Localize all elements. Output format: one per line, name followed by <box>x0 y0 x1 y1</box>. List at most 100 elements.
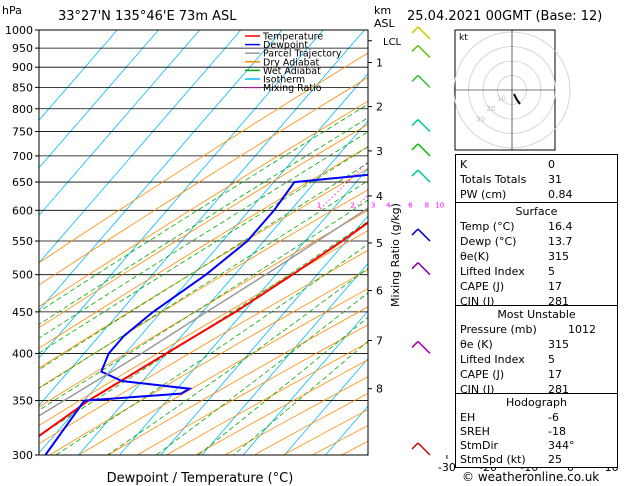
mixing-ratio-label: 2 <box>350 201 354 209</box>
wind-barb-flag <box>411 262 419 270</box>
mixing-ratio-label: 8 <box>425 201 429 209</box>
location-label: 33°27'N 135°46'E 73m ASL <box>58 9 237 24</box>
hodograph-table-title: Hodograph <box>506 396 567 409</box>
copyright-footer[interactable]: © weatheronline.co.uk <box>462 470 600 484</box>
dry-adiabat-line <box>39 123 368 329</box>
most-unstable-row: θe (K) 315 <box>460 338 569 351</box>
wet-adiabat-line <box>107 267 368 455</box>
isotherm-line <box>39 30 118 121</box>
hodograph-ring-label: 20 <box>487 105 496 113</box>
mixing-ratio-line <box>318 161 368 211</box>
surface-title: Surface <box>515 205 558 218</box>
dry-adiabat-line <box>39 167 368 369</box>
pressure-tick-label: 550 <box>12 235 33 248</box>
mixing-ratio-label: 3 <box>371 201 375 209</box>
wet-adiabat-line <box>39 103 368 313</box>
hodograph-trace <box>513 93 521 105</box>
wind-barb-flag <box>411 340 419 348</box>
temperature-tick-label: -30 <box>438 461 456 474</box>
altitude-tick-label: 2 <box>376 101 383 114</box>
isotherm-line <box>39 30 159 169</box>
legend-label: Dry Adiabat <box>263 57 320 68</box>
wind-barbs <box>411 26 431 456</box>
pressure-tick-label: 950 <box>12 42 33 55</box>
wind-barb-flag <box>411 143 419 151</box>
dry-adiabat-line <box>39 100 368 308</box>
pressure-tick-label: 850 <box>12 81 33 94</box>
isotherm-line <box>39 30 200 216</box>
pressure-tick-label: 900 <box>12 61 33 74</box>
wind-barb-flag <box>411 442 419 450</box>
altitude-tick-label: 8 <box>376 383 383 396</box>
dry-adiabat-line <box>39 146 368 349</box>
grid-lines <box>39 30 368 455</box>
series-dewpoint <box>44 173 368 455</box>
wind-barb <box>417 169 431 183</box>
legend-label: Parcel Trajectory <box>263 49 342 60</box>
dry-adiabat-line <box>39 189 368 389</box>
mixing-ratio-label: 6 <box>408 201 413 209</box>
isotherm-line <box>39 72 368 454</box>
surface-row: Temp (°C) 16.4 <box>460 220 573 233</box>
surface-row: Dewp (°C) 13.7 <box>460 235 573 248</box>
isotherm-line <box>39 30 283 311</box>
dry-adiabat-line <box>49 269 368 455</box>
most-unstable-row: Pressure (mb) 1012 <box>460 323 596 336</box>
surface-row: θe(K) 315 <box>460 250 569 263</box>
dry-adiabat-line <box>107 306 368 455</box>
dry-adiabat-line <box>39 76 368 286</box>
datetime-label: 25.04.2021 00GMT (Base: 12) <box>407 9 602 24</box>
most-unstable-title: Most Unstable <box>497 308 576 321</box>
wet-adiabat-line <box>197 316 368 455</box>
wet-adiabat-line <box>55 243 368 455</box>
wet-adiabat-line <box>39 117 368 325</box>
most-unstable-row: CIN (J) 281 <box>460 383 569 396</box>
dry-adiabat-line <box>39 52 368 264</box>
hpa-unit-label: hPa <box>2 4 22 17</box>
isotherm-line <box>119 167 368 455</box>
series-parcel-trajectory <box>39 207 368 417</box>
isotherm-line <box>201 262 368 455</box>
altitude-tick-label: 4 <box>376 190 383 203</box>
pressure-tick-label: 300 <box>12 449 33 462</box>
hodograph-row: StmDir 344° <box>460 439 575 452</box>
pressure-tick-label: 1000 <box>5 24 33 37</box>
isotherm-line <box>160 215 368 455</box>
altitude-tick-label: 3 <box>376 145 383 158</box>
altitude-tick-label: 5 <box>376 237 383 250</box>
asl-unit-label: ASL <box>374 17 396 30</box>
pressure-tick-label: 450 <box>12 306 33 319</box>
wind-barb <box>417 143 431 157</box>
altitude-tick-label: 1 <box>376 57 383 70</box>
mixing-ratio-label: 4 <box>386 201 391 209</box>
wind-barb-flag <box>411 74 419 82</box>
isotherm-line <box>78 120 368 455</box>
wet-adiabat-line <box>39 146 368 354</box>
wind-barb <box>417 262 431 276</box>
dry-adiabat-line <box>78 287 368 455</box>
pressure-tick-label: 350 <box>12 395 33 408</box>
hodograph-unit-label: kt <box>459 33 468 43</box>
pressure-tick-label: 750 <box>12 126 33 139</box>
wind-barb-flag <box>411 119 419 127</box>
lcl-label: LCL <box>383 37 402 48</box>
surface-row: Lifted Index 5 <box>460 265 555 278</box>
legend-label: Isotherm <box>263 75 305 86</box>
wind-barb-flag <box>411 44 419 53</box>
wind-barb <box>417 44 431 59</box>
legend-label: Mixing Ratio <box>263 83 322 94</box>
isotherm-line <box>39 30 242 264</box>
series-temperature <box>39 221 368 438</box>
pressure-tick-label: 400 <box>12 347 33 360</box>
hodograph-table-panel: Hodograph EH -6 SREH -18 StmDir 344° StmSpd… <box>455 393 618 468</box>
most-unstable-row: CAPE (J) 17 <box>460 368 562 381</box>
wind-barb <box>417 26 431 40</box>
isotherm-line <box>39 30 365 407</box>
most-unstable-row: Lifted Index 5 <box>460 353 555 366</box>
mixing-ratio-axis-label: Mixing Ratio (g/kg) <box>389 203 402 307</box>
pressure-tick-label: 700 <box>12 150 33 163</box>
axes: 1234681015202530035040045050055060065070… <box>5 24 619 474</box>
